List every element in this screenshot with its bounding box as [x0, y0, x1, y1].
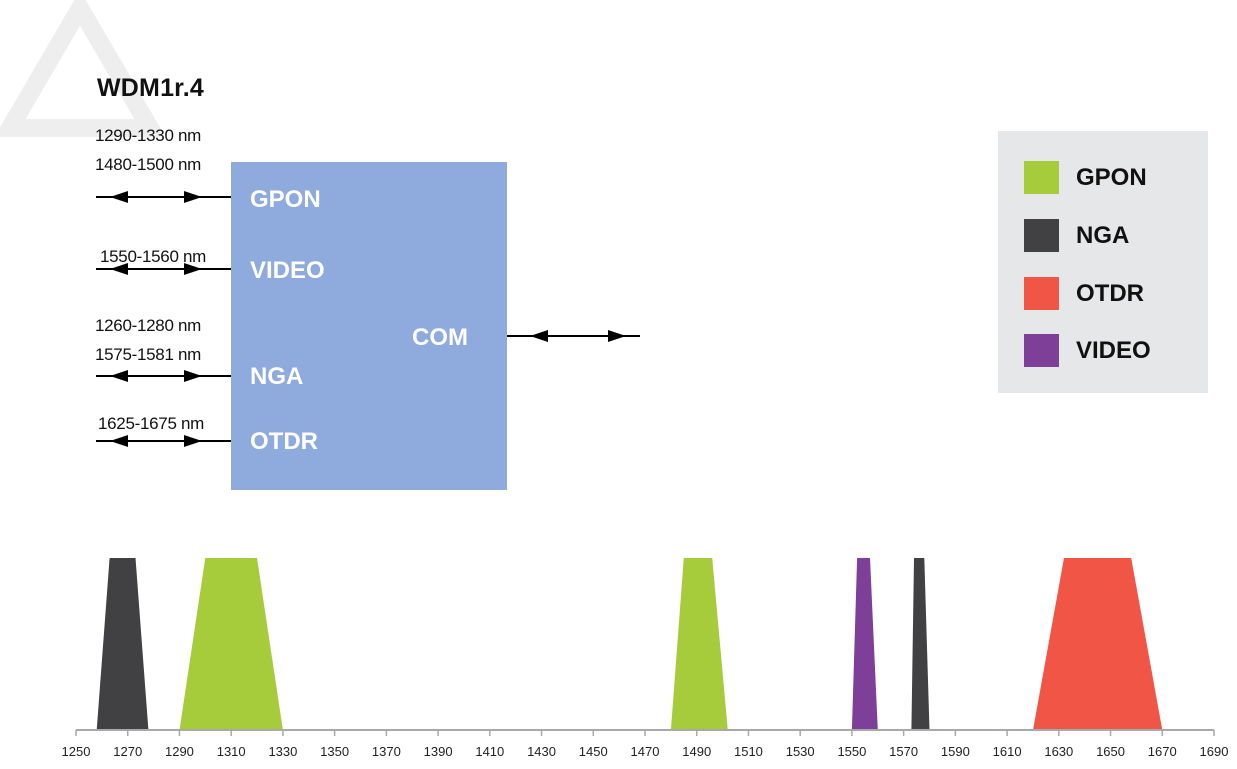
band-video-3: [851, 558, 878, 730]
arrow-video: [96, 263, 231, 275]
arrow-nga: [96, 370, 231, 382]
legend-swatch-video: [1024, 334, 1059, 367]
axis-tick-label-1270: 1270: [113, 744, 142, 759]
axis-tick-label-1510: 1510: [734, 744, 763, 759]
axis-tick-label-1610: 1610: [993, 744, 1022, 759]
band-gpon-2: [670, 558, 728, 730]
axis-tick-label-1590: 1590: [941, 744, 970, 759]
port-label-video: VIDEO: [250, 257, 325, 284]
legend-item-otdr: OTDR: [1024, 277, 1144, 310]
legend-swatch-gpon: [1024, 161, 1059, 194]
band-nga-0: [96, 558, 149, 730]
port-label-gpon: GPON: [250, 186, 321, 213]
axis-tick-label-1250: 1250: [62, 744, 91, 759]
watermark-triangle: [0, 0, 160, 137]
legend-swatch-nga: [1024, 219, 1059, 252]
axis-tick-label-1390: 1390: [424, 744, 453, 759]
wdm-multiplexer-box: [231, 162, 507, 490]
port-arrows: [96, 191, 640, 447]
legend-label-gpon: GPON: [1076, 163, 1147, 191]
range-label-nga-2: 1575-1581 nm: [95, 345, 202, 364]
axis-tick-label-1550: 1550: [837, 744, 866, 759]
axis-tick-label-1450: 1450: [579, 744, 608, 759]
axis-tick-label-1430: 1430: [527, 744, 556, 759]
band-otdr-5: [1033, 558, 1163, 730]
axis-tick-label-1350: 1350: [320, 744, 349, 759]
legend: GPON NGA OTDR VIDEO: [998, 131, 1208, 393]
axis-tick-label-1330: 1330: [268, 744, 297, 759]
axis-tick-label-1690: 1690: [1200, 744, 1229, 759]
range-label-gpon-upstream: 1290-1330 nm: [95, 126, 202, 145]
arrow-com: [507, 330, 640, 342]
axis-tick-label-1630: 1630: [1044, 744, 1073, 759]
axis-tick-label-1410: 1410: [475, 744, 504, 759]
arrow-gpon: [96, 191, 231, 203]
legend-label-otdr: OTDR: [1076, 279, 1144, 307]
axis-tick-label-1530: 1530: [786, 744, 815, 759]
legend-label-video: VIDEO: [1076, 336, 1151, 364]
port-label-otdr: OTDR: [250, 428, 318, 455]
wavelength-spectrum: 1250 1270 1290 1310 1330 1350 1370 1390 1410 1430…: [62, 558, 1229, 759]
port-label-nga: NGA: [250, 363, 304, 390]
range-label-gpon-downstream: 1480-1500 nm: [95, 155, 202, 174]
arrow-otdr: [96, 435, 231, 447]
axis-tick-label-1670: 1670: [1148, 744, 1177, 759]
legend-item-gpon: GPON: [1024, 161, 1147, 194]
band-nga-4: [911, 558, 930, 730]
range-label-video: 1550-1560 nm: [100, 247, 207, 266]
diagram-title: WDM1r.4: [97, 74, 204, 102]
axis-tick-label-1370: 1370: [372, 744, 401, 759]
band-gpon-1: [179, 558, 283, 730]
port-label-com: COM: [412, 324, 468, 351]
range-label-nga-1: 1260-1280 nm: [95, 316, 202, 335]
range-label-otdr: 1625-1675 nm: [98, 414, 205, 433]
legend-label-nga: NGA: [1076, 221, 1130, 249]
axis-tick-label-1470: 1470: [631, 744, 660, 759]
axis-tick-label-1290: 1290: [165, 744, 194, 759]
axis-tick-label-1490: 1490: [682, 744, 711, 759]
legend-swatch-otdr: [1024, 277, 1059, 310]
axis-tick-label-1310: 1310: [217, 744, 246, 759]
legend-item-video: VIDEO: [1024, 334, 1151, 367]
legend-item-nga: NGA: [1024, 219, 1129, 252]
axis-tick-label-1570: 1570: [889, 744, 918, 759]
axis-tick-label-1650: 1650: [1096, 744, 1125, 759]
